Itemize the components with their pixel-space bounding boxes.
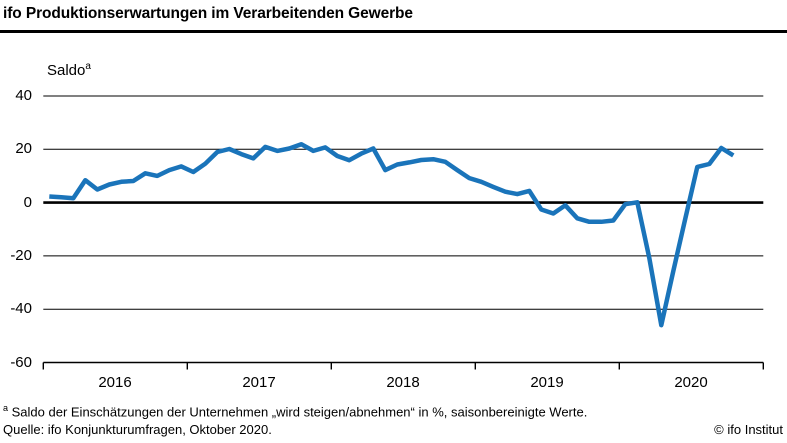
- y-axis-title: Saldoa: [47, 61, 91, 79]
- x-tick-label-2016: 2016: [98, 374, 132, 391]
- copyright: © ifo Institut: [714, 422, 783, 437]
- y-tick-label-m40: -40: [10, 300, 32, 317]
- y-tick-label-40: 40: [15, 87, 32, 104]
- title-rule: [0, 30, 787, 33]
- x-tick-label-2018: 2018: [386, 374, 420, 391]
- x-tick-label-2017: 2017: [242, 374, 276, 391]
- x-tick-label-2019: 2019: [530, 374, 564, 391]
- data-line: [49, 141, 735, 328]
- page-title: ifo Produktionserwartungen im Verarbeite…: [3, 5, 413, 22]
- y-tick-label-m20: -20: [10, 247, 32, 264]
- y-tick-label-m60: -60: [10, 353, 32, 371]
- y-axis-title-text: Saldo: [47, 62, 86, 79]
- y-axis-title-footnote-marker: a: [85, 61, 91, 72]
- y-tick-label-0: 0: [23, 193, 32, 211]
- footnote: a Saldo der Einschätzungen der Unternehm…: [3, 403, 587, 419]
- footnote-marker: a: [3, 403, 9, 413]
- x-tick-label-2020: 2020: [674, 374, 708, 391]
- footnote-text: Saldo der Einschätzungen der Unternehmen…: [8, 404, 588, 420]
- source-line: Quelle: ifo Konjunkturumfragen, Oktober …: [3, 422, 272, 437]
- y-tick-label-20: 20: [15, 140, 32, 157]
